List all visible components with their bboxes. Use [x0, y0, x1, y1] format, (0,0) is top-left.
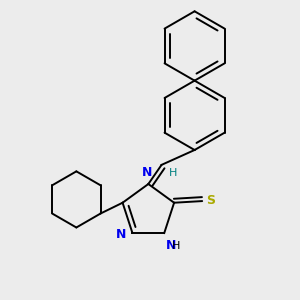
- Text: S: S: [206, 194, 215, 207]
- Text: N: N: [166, 239, 176, 252]
- Text: H: H: [169, 167, 177, 178]
- Text: N: N: [116, 228, 127, 241]
- Text: H: H: [172, 241, 180, 251]
- Text: N: N: [142, 166, 152, 179]
